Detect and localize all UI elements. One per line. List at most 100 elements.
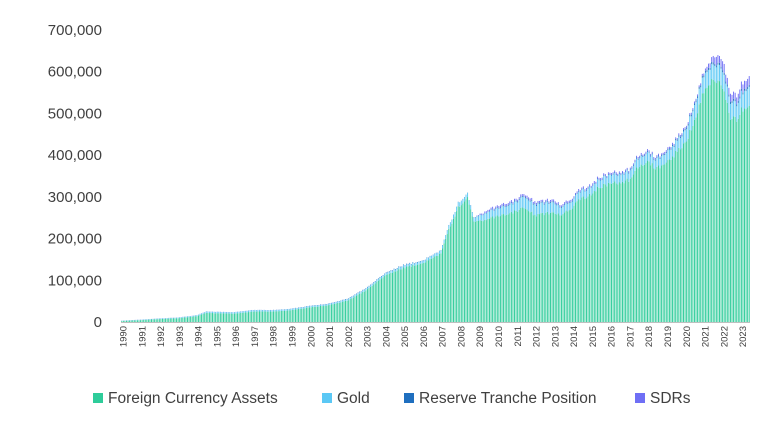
- bar-segment-foreign-currency-assets: [460, 205, 462, 322]
- bar-segment-foreign-currency-assets: [212, 313, 213, 322]
- bar-segment-foreign-currency-assets: [406, 266, 408, 322]
- bar-segment-gold: [622, 173, 623, 182]
- bar-segment-gold: [324, 304, 326, 306]
- month-bar-stack: [332, 302, 334, 322]
- bar-segment-sdrs: [534, 201, 536, 204]
- bar-segment-sdrs: [634, 159, 636, 162]
- legend-swatch: [93, 393, 103, 403]
- bar-segment-gold: [424, 260, 426, 263]
- bar-segment-sdrs: [537, 200, 539, 203]
- bar-segment-reserve-tranche-position: [676, 139, 678, 141]
- month-bar-stack: [158, 318, 160, 322]
- bar-segment-foreign-currency-assets: [130, 320, 132, 322]
- bar-segment-reserve-tranche-position: [548, 203, 550, 205]
- x-tick-label: 2023: [738, 326, 749, 347]
- month-bar-stack: [600, 178, 602, 322]
- bar-segment-sdrs: [729, 93, 731, 103]
- bar-segment-sdrs: [662, 152, 664, 155]
- month-bar-stack: [219, 311, 221, 322]
- bar-segment-gold: [543, 204, 545, 216]
- bar-segment-reserve-tranche-position: [492, 208, 494, 210]
- bar-segment-gold: [196, 315, 198, 317]
- month-bar-stack: [252, 310, 254, 322]
- bar-segment-sdrs: [484, 211, 486, 213]
- bar-segment-sdrs: [584, 189, 586, 191]
- bar-segment-gold: [496, 207, 498, 216]
- month-bar-stack: [501, 203, 503, 322]
- bar-segment-gold: [327, 303, 329, 306]
- month-bar-stack: [260, 309, 262, 322]
- bar-segment-gold: [742, 94, 744, 112]
- bar-segment-foreign-currency-assets: [618, 182, 620, 322]
- bar-segment-foreign-currency-assets: [213, 313, 215, 322]
- month-bar-stack: [474, 216, 476, 322]
- x-tick-label: 2022: [719, 326, 730, 347]
- month-bar-stack: [406, 263, 408, 322]
- bar-segment-foreign-currency-assets: [215, 313, 217, 322]
- bar-segment-reserve-tranche-position: [658, 155, 659, 157]
- bar-segment-reserve-tranche-position: [385, 272, 387, 273]
- bar-segment-foreign-currency-assets: [590, 195, 592, 322]
- bar-segment-sdrs: [579, 190, 581, 192]
- bar-segment-sdrs: [665, 150, 667, 152]
- bar-segment-foreign-currency-assets: [740, 107, 742, 323]
- bar-segment-foreign-currency-assets: [598, 187, 600, 322]
- bar-segment-gold: [185, 316, 187, 318]
- bar-segment-foreign-currency-assets: [734, 116, 736, 322]
- bar-segment-foreign-currency-assets: [254, 311, 256, 322]
- month-bar-stack: [348, 298, 350, 322]
- bar-segment-foreign-currency-assets: [201, 314, 203, 322]
- bar-segment-foreign-currency-assets: [332, 304, 334, 322]
- month-bar-stack: [454, 212, 456, 322]
- month-bar-stack: [471, 212, 473, 322]
- bar-segment-reserve-tranche-position: [560, 206, 562, 208]
- bar-segment-sdrs: [742, 84, 744, 93]
- bar-segment-reserve-tranche-position: [703, 75, 705, 78]
- bar-segment-sdrs: [704, 68, 706, 71]
- month-bar-stack: [668, 146, 670, 322]
- bar-segment-gold: [280, 309, 282, 311]
- bar-segment-foreign-currency-assets: [601, 187, 603, 322]
- bar-segment-foreign-currency-assets: [219, 313, 221, 322]
- bar-segment-sdrs: [620, 172, 622, 175]
- bar-segment-foreign-currency-assets: [224, 313, 226, 322]
- bar-segment-sdrs: [654, 157, 656, 160]
- month-bar-stack: [196, 315, 198, 322]
- month-bar-stack: [467, 192, 469, 322]
- bar-segment-gold: [620, 175, 622, 184]
- bar-segment-gold: [296, 308, 298, 310]
- month-bar-stack: [498, 206, 500, 322]
- bar-segment-gold: [354, 294, 356, 297]
- bar-segment-reserve-tranche-position: [689, 114, 691, 117]
- bar-segment-reserve-tranche-position: [546, 200, 548, 202]
- bar-segment-gold: [512, 204, 514, 214]
- bar-segment-foreign-currency-assets: [232, 313, 234, 322]
- bar-segment-sdrs: [496, 205, 498, 208]
- bar-segment-reserve-tranche-position: [596, 178, 598, 180]
- bar-segment-gold: [243, 311, 245, 313]
- bar-segment-gold: [237, 311, 239, 314]
- month-bar-stack: [290, 308, 292, 322]
- month-bar-stack: [363, 289, 365, 322]
- bar-segment-sdrs: [656, 155, 658, 158]
- bar-segment-gold: [260, 310, 262, 312]
- bar-segment-gold: [654, 160, 656, 170]
- bar-segment-gold: [429, 256, 431, 259]
- bar-segment-foreign-currency-assets: [570, 209, 572, 322]
- month-bar-stack: [689, 113, 691, 322]
- month-bar-stack: [276, 309, 278, 322]
- bar-segment-sdrs: [617, 173, 619, 176]
- bar-segment-foreign-currency-assets: [238, 313, 240, 322]
- bar-segment-sdrs: [553, 199, 555, 202]
- bar-segment-foreign-currency-assets: [138, 320, 140, 322]
- bar-segment-reserve-tranche-position: [499, 207, 501, 209]
- bar-segment-foreign-currency-assets: [276, 311, 278, 322]
- month-bar-stack: [262, 309, 264, 322]
- x-tick-label: 2003: [363, 326, 374, 347]
- bar-segment-gold: [340, 301, 342, 303]
- month-bar-stack: [165, 318, 167, 322]
- bar-segment-foreign-currency-assets: [388, 273, 390, 322]
- bar-segment-sdrs: [748, 76, 750, 85]
- bar-segment-gold: [321, 304, 323, 307]
- x-tick-label: 2018: [644, 326, 655, 347]
